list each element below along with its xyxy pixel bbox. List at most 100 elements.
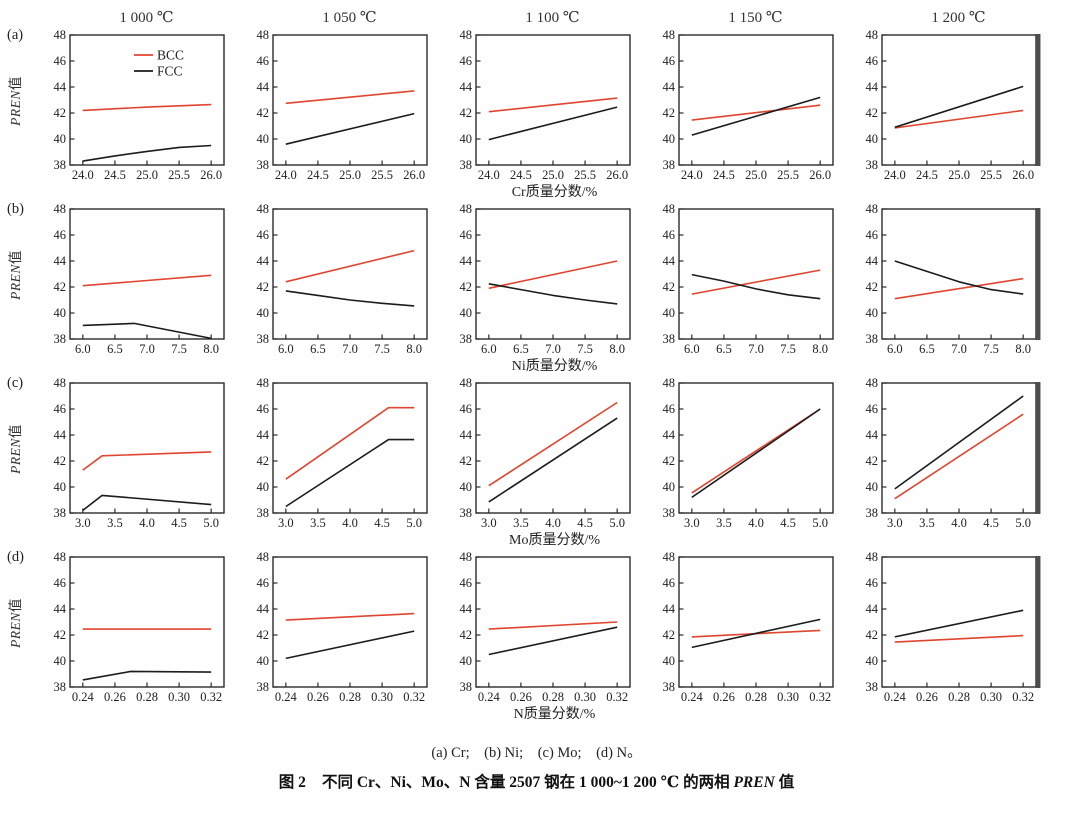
- x-tick-label: 24.5: [713, 168, 735, 181]
- panel-N-1 000 ℃: 38 40 42 44 46 48 0.24 0.26 0.28 0.30 0.32: [54, 551, 225, 703]
- y-tick-label: 46: [663, 228, 676, 242]
- x-tick-label: 26.0: [1012, 168, 1034, 181]
- y-tick-label: 44: [54, 428, 67, 442]
- y-tick-label: 46: [460, 402, 473, 416]
- plot-box: [69, 208, 225, 340]
- x-tick-label: 0.32: [606, 690, 628, 703]
- y-tick-label: 38: [460, 506, 473, 520]
- x-tick-label: 7.5: [780, 342, 796, 355]
- row-label-Cr: (a): [7, 27, 24, 43]
- x-tick-label: 6.0: [887, 342, 903, 355]
- column-header-3: 1 100 ℃: [525, 9, 580, 26]
- bcc-line: [894, 277, 1024, 300]
- plot-box: [475, 34, 631, 166]
- plot-box: [69, 556, 225, 688]
- y-tick-label: 44: [460, 254, 473, 268]
- y-tick-label: 40: [257, 132, 270, 146]
- y-tick-label: 44: [663, 80, 676, 94]
- bcc-line: [894, 634, 1024, 643]
- bcc-line: [691, 269, 821, 295]
- x-tick-label: 25.0: [136, 168, 158, 181]
- column-header-1: 1 000 ℃: [119, 9, 174, 26]
- y-tick-label: 48: [54, 29, 67, 42]
- chart-row-Ni: (b) PREN值 38 40 42 44 46 48 6.0 6.5 7.0 7.5 8.0 38 40 4…: [0, 201, 1073, 355]
- y-tick-label: 48: [460, 203, 473, 216]
- plot-box: [678, 208, 834, 340]
- y-tick-label: 44: [866, 254, 879, 268]
- y-tick-label: 40: [663, 654, 676, 668]
- plot-box: [69, 382, 225, 514]
- y-tick-label: 44: [257, 602, 270, 616]
- x-tick-label: 5.0: [1015, 516, 1031, 529]
- y-tick-label: 46: [257, 402, 270, 416]
- x-tick-label: 25.5: [168, 168, 190, 181]
- x-tick-label: 0.26: [104, 690, 126, 703]
- y-tick-label: 38: [663, 158, 676, 172]
- fcc-line: [894, 395, 1024, 490]
- panel-N-1 100 ℃: 38 40 42 44 46 48 0.24 0.26 0.28 0.30 0.32: [460, 551, 631, 703]
- bcc-line: [285, 249, 415, 283]
- chart-row-N: (d) PREN值 38 40 42 44 46 48 0.24 0.26 0.28 0.30 0.32…: [0, 549, 1073, 703]
- x-tick-label: 4.0: [545, 516, 561, 529]
- y-tick-label: 38: [257, 680, 270, 694]
- x-tick-label: 4.5: [577, 516, 593, 529]
- fcc-line: [894, 609, 1024, 638]
- legend-label-bcc: BCC: [157, 48, 184, 63]
- x-tick-label: 25.5: [371, 168, 393, 181]
- legend-label-fcc: FCC: [157, 64, 183, 79]
- y-tick-label: 42: [257, 454, 270, 468]
- y-tick-label: 40: [460, 132, 473, 146]
- chart-row-Cr: (a) PREN值 38 40 42 44 46 48 24.0 24.5 25.0 25.5 26.0…: [0, 27, 1073, 181]
- y-tick-label: 46: [663, 576, 676, 590]
- y-tick-label: 44: [460, 428, 473, 442]
- x-tick-label: 25.5: [980, 168, 1002, 181]
- y-tick-label: 46: [866, 228, 879, 242]
- x-tick-label: 3.0: [684, 516, 700, 529]
- x-tick-label: 5.0: [406, 516, 422, 529]
- bcc-line: [82, 274, 212, 287]
- x-axis-label-Ni: Ni质量分数/%: [511, 359, 598, 374]
- y-tick-label: 40: [257, 654, 270, 668]
- y-tick-label: 38: [257, 332, 270, 346]
- bcc-line: [894, 413, 1024, 500]
- y-tick-label: 38: [663, 506, 676, 520]
- y-tick-label: 38: [54, 506, 67, 520]
- y-tick-label: 48: [663, 377, 676, 390]
- y-tick-label: 48: [257, 377, 270, 390]
- y-tick-label: 48: [54, 203, 67, 216]
- panel-Ni-1 000 ℃: 38 40 42 44 46 48 6.0 6.5 7.0 7.5 8.0: [54, 203, 225, 355]
- bcc-line: [691, 104, 821, 121]
- x-tick-label: 0.30: [371, 690, 393, 703]
- x-tick-label: 0.26: [916, 690, 938, 703]
- chart-grid: 1 000 ℃ 1 050 ℃ 1 100 ℃ 1 150 ℃ 1 200 ℃ (a) PR…: [0, 5, 1073, 725]
- x-tick-label: 26.0: [809, 168, 831, 181]
- y-axis-label: PREN值: [8, 424, 23, 474]
- y-tick-label: 46: [866, 402, 879, 416]
- fcc-line: [488, 417, 618, 503]
- y-tick-label: 48: [866, 551, 879, 564]
- x-tick-label: 26.0: [606, 168, 628, 181]
- y-tick-label: 44: [257, 254, 270, 268]
- y-tick-label: 46: [54, 576, 67, 590]
- y-tick-label: 44: [460, 602, 473, 616]
- y-tick-label: 48: [54, 377, 67, 390]
- y-tick-label: 48: [663, 203, 676, 216]
- x-tick-label: 6.5: [513, 342, 529, 355]
- x-tick-label: 6.5: [919, 342, 935, 355]
- y-tick-label: 46: [257, 228, 270, 242]
- y-tick-label: 44: [866, 80, 879, 94]
- y-tick-label: 44: [663, 602, 676, 616]
- x-tick-label: 6.5: [310, 342, 326, 355]
- x-tick-label: 24.5: [307, 168, 329, 181]
- y-tick-label: 42: [663, 280, 676, 294]
- x-tick-label: 24.0: [884, 168, 906, 181]
- fcc-line: [691, 408, 821, 499]
- fcc-line: [691, 618, 821, 649]
- panel-Mo-1 100 ℃: 38 40 42 44 46 48 3.0 3.5 4.0 4.5 5.0: [460, 377, 631, 529]
- y-tick-label: 46: [257, 576, 270, 590]
- y-tick-label: 42: [460, 454, 473, 468]
- y-tick-label: 46: [866, 54, 879, 68]
- x-tick-label: 7.5: [577, 342, 593, 355]
- figure-title-suffix: 值: [774, 774, 795, 791]
- y-tick-label: 44: [257, 80, 270, 94]
